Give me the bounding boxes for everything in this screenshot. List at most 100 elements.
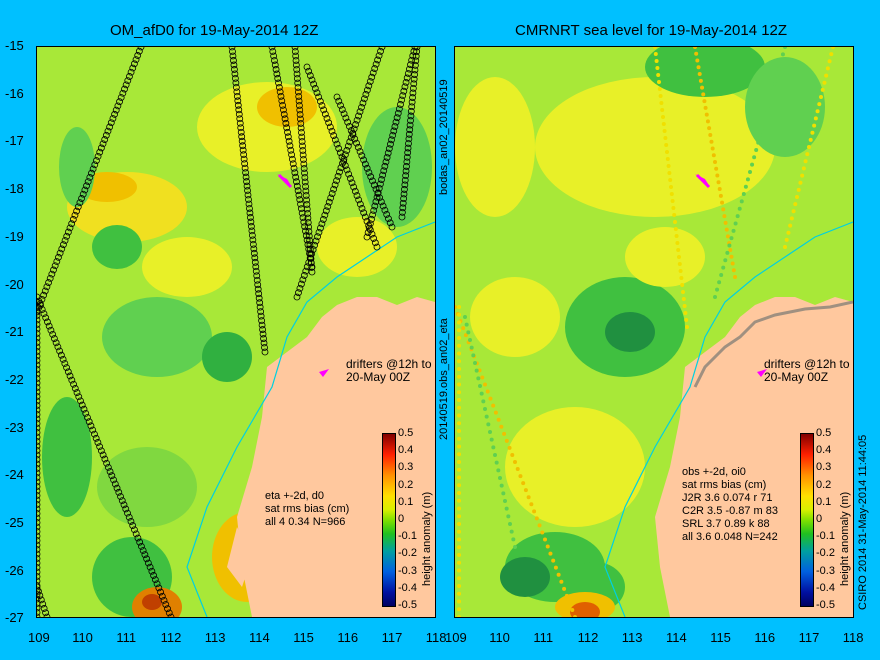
- observation-point: [748, 170, 752, 174]
- observation-point: [789, 216, 794, 221]
- track-observation-marker: [358, 103, 365, 111]
- track-observation-marker: [292, 173, 300, 181]
- track-observation-marker: [37, 546, 41, 553]
- observation-point: [741, 192, 746, 197]
- track-observation-marker: [37, 474, 41, 481]
- track-observation-marker: [37, 537, 41, 544]
- observation-point: [567, 600, 572, 605]
- track-observation-marker: [151, 576, 159, 583]
- observation-point: [784, 237, 789, 242]
- track-observation-marker: [346, 138, 354, 146]
- observation-point: [722, 214, 727, 219]
- observation-point: [471, 353, 476, 358]
- track-observation-marker: [273, 70, 281, 78]
- observation-point: [756, 140, 761, 145]
- observation-point: [716, 180, 721, 185]
- observation-point: [783, 47, 787, 49]
- track-observation-marker: [37, 514, 41, 522]
- track-observation-marker: [374, 190, 382, 197]
- track-observation-marker: [246, 209, 254, 217]
- track-observation-marker: [408, 56, 416, 64]
- observation-point: [463, 315, 467, 319]
- track-observation-marker: [297, 115, 304, 123]
- track-observation-marker: [378, 47, 386, 51]
- observation-point: [457, 382, 461, 387]
- track-observation-marker: [240, 155, 248, 163]
- track-observation-marker: [243, 182, 251, 190]
- observation-point: [677, 262, 682, 266]
- track-observation-marker: [383, 211, 391, 218]
- x-tick-label: 110: [72, 630, 93, 645]
- observation-point: [663, 136, 668, 140]
- track-observation-marker: [410, 80, 418, 88]
- track-observation-marker: [333, 140, 341, 148]
- observation-point: [711, 153, 716, 158]
- observation-point: [496, 468, 501, 473]
- observation-point: [717, 187, 722, 192]
- observation-point: [457, 374, 461, 379]
- track-observation-marker: [276, 88, 284, 96]
- observation-point: [463, 333, 468, 338]
- observation-point: [770, 89, 775, 94]
- x-tick-label: 110: [489, 630, 510, 645]
- track-observation-marker: [384, 149, 392, 157]
- observation-point: [723, 220, 728, 225]
- track-observation-marker: [391, 123, 399, 130]
- colorbar-tick-label: 0.2: [816, 478, 832, 491]
- track-observation-marker: [37, 501, 41, 508]
- track-observation-marker: [336, 168, 343, 176]
- track-observation-marker: [271, 57, 278, 64]
- right-stats: obs +-2d, oi0 sat rms bias (cm) J2R 3.6 …: [682, 466, 778, 544]
- observation-point: [665, 157, 670, 161]
- track-observation-marker: [305, 228, 313, 235]
- y-tick-label: -16: [5, 85, 24, 101]
- observation-point: [713, 160, 717, 164]
- track-observation-marker: [37, 592, 44, 599]
- track-observation-marker: [37, 366, 41, 373]
- track-observation-marker: [56, 249, 64, 257]
- track-observation-marker: [81, 186, 89, 194]
- track-observation-marker: [79, 190, 87, 198]
- observation-point: [551, 558, 556, 563]
- track-observation-marker: [37, 595, 41, 603]
- observation-point: [457, 429, 461, 433]
- track-observation-marker: [74, 203, 82, 211]
- track-observation-marker: [37, 587, 42, 595]
- track-observation-marker: [399, 209, 406, 216]
- right-stats-line: sat rms bias (cm): [682, 479, 767, 491]
- track-observation-marker: [231, 70, 239, 78]
- observation-point: [659, 101, 664, 105]
- track-observation-marker: [294, 88, 302, 96]
- y-tick-label: -18: [5, 181, 24, 197]
- track-observation-marker: [233, 92, 241, 100]
- track-observation-marker: [355, 196, 363, 204]
- track-observation-marker: [292, 57, 300, 64]
- track-observation-marker: [122, 505, 130, 513]
- observation-point: [708, 132, 713, 137]
- track-observation-marker: [383, 154, 391, 161]
- track-observation-marker: [42, 609, 49, 617]
- right-stats-line: obs +-2d, oi0: [682, 466, 746, 478]
- observation-point: [559, 579, 564, 584]
- track-observation-marker: [295, 93, 303, 100]
- x-tick-label: 115: [710, 630, 731, 645]
- observation-point: [511, 537, 516, 542]
- track-observation-marker: [322, 207, 330, 215]
- track-observation-marker: [298, 209, 306, 217]
- observation-point: [457, 436, 461, 441]
- track-observation-marker: [37, 577, 41, 585]
- track-observation-marker: [303, 205, 311, 213]
- observation-point: [714, 166, 719, 171]
- track-observation-marker: [251, 258, 259, 266]
- y-tick-label: -20: [5, 276, 24, 292]
- track-observation-marker: [408, 103, 416, 111]
- observation-point: [793, 202, 798, 207]
- track-observation-marker: [244, 191, 252, 199]
- track-observation-marker: [295, 289, 302, 297]
- track-observation-marker: [283, 124, 291, 132]
- observation-point: [457, 452, 461, 457]
- track-observation-marker: [310, 80, 318, 88]
- track-observation-marker: [229, 52, 237, 60]
- track-observation-marker: [306, 72, 314, 79]
- observation-point: [735, 214, 740, 219]
